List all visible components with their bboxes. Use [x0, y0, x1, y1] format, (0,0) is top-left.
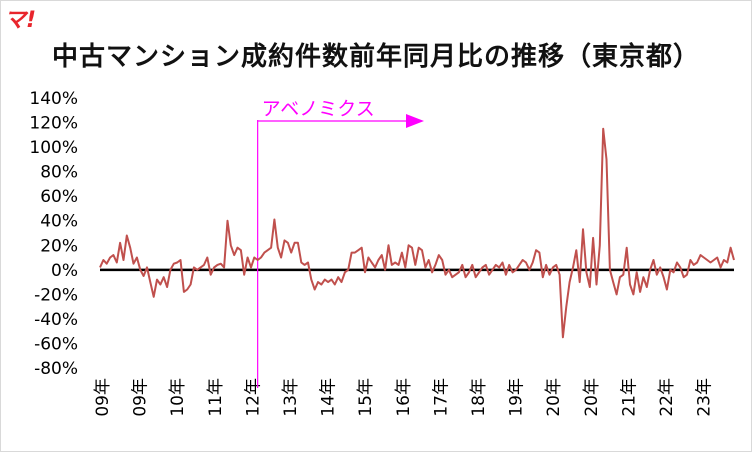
x-tick-label: 09年: [93, 378, 113, 417]
y-axis: 140% 120% 100% 80% 60% 40% 20% 0% -20% -40% -60% -8…: [29, 89, 734, 379]
x-tick-label: 23年: [695, 378, 715, 417]
y-tick-label: 120%: [29, 114, 78, 134]
x-tick-label: 17年: [431, 378, 451, 417]
y-tick-label: -60%: [34, 334, 78, 354]
plot-area: [99, 127, 735, 339]
x-tick-label: 21年: [619, 378, 639, 417]
x-tick-label: 19年: [507, 378, 527, 417]
series-line: [99, 127, 735, 339]
x-tick-label: 10年: [168, 378, 188, 417]
annotation-label: アベノミクス: [262, 98, 375, 120]
annotation-arrow-head: [406, 114, 424, 128]
y-tick-label: 20%: [40, 236, 78, 256]
x-tick-label: 16年: [394, 378, 414, 417]
x-tick-label: 20年: [544, 378, 564, 417]
y-tick-label: 140%: [29, 89, 78, 109]
abenomics-annotation: アベノミクス: [257, 98, 424, 388]
x-axis: 09年 09年 10年 11年 12年 13年 14年 15年 16年 17年 18年 19年 20年 2…: [93, 378, 715, 417]
y-tick-label: -80%: [34, 359, 78, 379]
x-tick-label: 12年: [243, 378, 263, 417]
y-tick-label: 100%: [29, 138, 78, 158]
x-tick-label: 11年: [206, 378, 226, 417]
logo-mark: マ!: [4, 8, 37, 33]
chart-title: 中古マンション成約件数前年同月比の推移（東京都）: [51, 42, 700, 72]
x-tick-label: 13年: [281, 378, 301, 417]
x-tick-label: 15年: [356, 378, 376, 417]
x-tick-label: 22年: [657, 378, 677, 417]
x-tick-label: 09年: [131, 378, 151, 417]
x-tick-label: 18年: [469, 378, 489, 417]
y-tick-label: 0%: [51, 261, 78, 281]
y-tick-label: -40%: [34, 310, 78, 330]
y-tick-label: 40%: [40, 212, 78, 232]
y-tick-label: 80%: [40, 163, 78, 183]
x-tick-label: 20年: [582, 378, 602, 417]
y-tick-label: 60%: [40, 187, 78, 207]
y-tick-label: -20%: [34, 285, 78, 305]
x-tick-label: 14年: [319, 378, 339, 417]
